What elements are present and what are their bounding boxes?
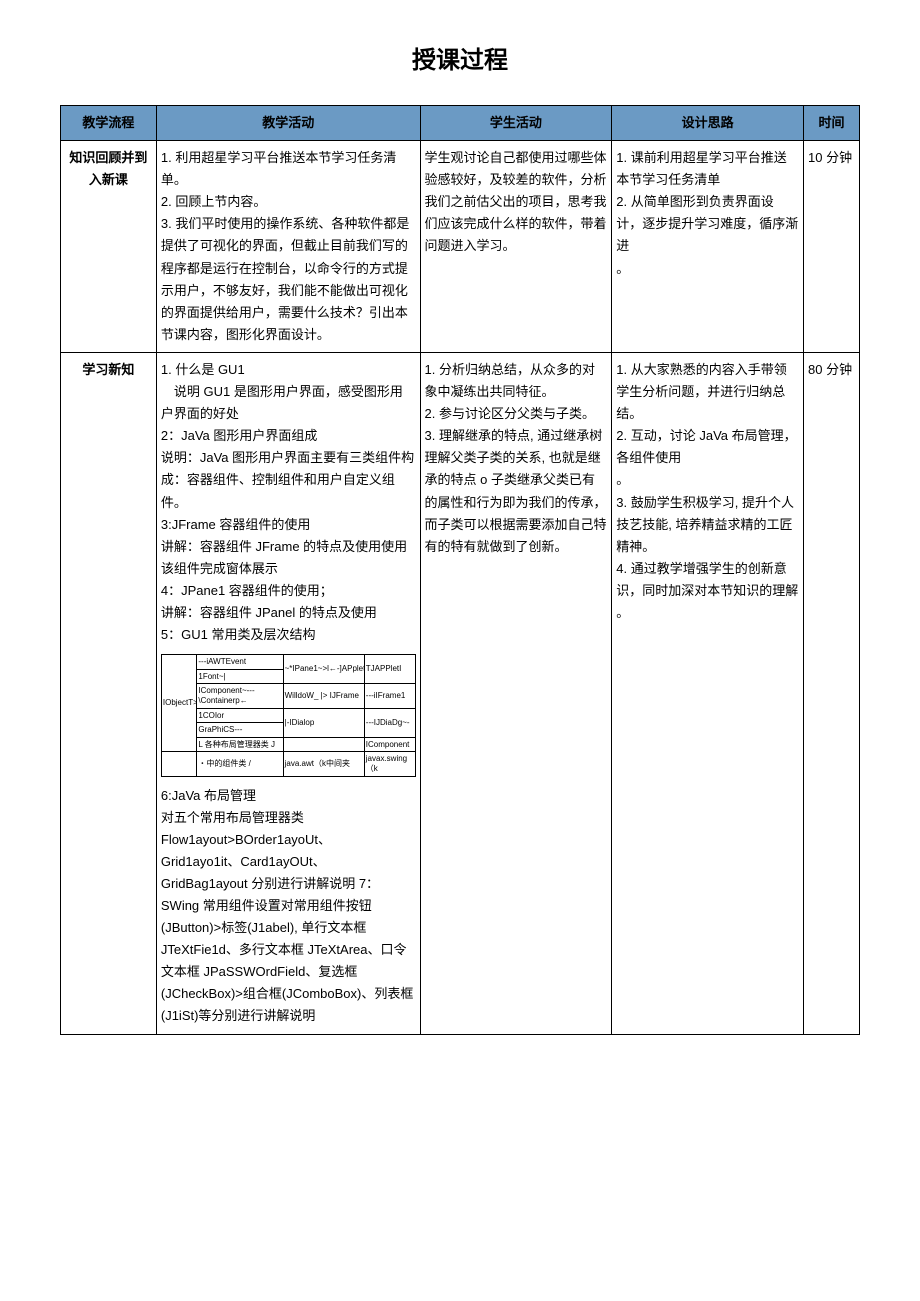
mini-c1: IObjectT>↔ bbox=[161, 655, 197, 752]
mini-cap-mid: java.awt（k中间夹 bbox=[283, 752, 364, 776]
mini-c2e: GraPhiCS--- bbox=[197, 723, 283, 738]
mini-empty bbox=[283, 737, 364, 752]
mini-c2f: L 各种布局管理器类 J bbox=[197, 737, 283, 752]
row2-flow: 学习新知 bbox=[61, 352, 157, 1034]
mini-cap-empty bbox=[161, 752, 197, 776]
header-teach: 教学活动 bbox=[156, 106, 420, 141]
row1-teach: 1. 利用超星学习平台推送本节学习任务清单。2. 回顾上节内容。3. 我们平时使… bbox=[156, 141, 420, 353]
mini-c4d: IComponent bbox=[364, 737, 415, 752]
lesson-table: 教学流程 教学活动 学生活动 设计思路 时间 知识回顾并到入新课 1. 利用超星… bbox=[60, 105, 860, 1035]
mini-c2a: ---iAWTEvent bbox=[197, 655, 283, 670]
mini-c2b: 1Font~| bbox=[197, 669, 283, 684]
mini-c2c: IComponent~---\Containerp← bbox=[197, 684, 283, 708]
row2-teach: 1. 什么是 GU1 说明 GU1 是图形用户界面，感受图形用户界面的好处2：J… bbox=[156, 352, 420, 1034]
mini-table: IObjectT>↔ ---iAWTEvent ~*IPane1~>l←-]AP… bbox=[161, 654, 416, 776]
row2-teach-p1: 1. 什么是 GU1 说明 GU1 是图形用户界面，感受图形用户界面的好处2：J… bbox=[161, 359, 416, 646]
row2-design: 1. 从大家熟悉的内容入手带领学生分析问题，并进行归纳总结。2. 互动，讨论 J… bbox=[612, 352, 804, 1034]
header-design: 设计思路 bbox=[612, 106, 804, 141]
row2-time: 80 分钟 bbox=[804, 352, 860, 1034]
header-student: 学生活动 bbox=[420, 106, 612, 141]
mini-c3a: ~*IPane1~>l←-]APplet\↔ bbox=[283, 655, 364, 684]
mini-c2d: 1COIor bbox=[197, 708, 283, 723]
gui-hierarchy-diagram: IObjectT>↔ ---iAWTEvent ~*IPane1~>l←-]AP… bbox=[161, 654, 416, 776]
row1-flow: 知识回顾并到入新课 bbox=[61, 141, 157, 353]
mini-c4a: TJAPPletI bbox=[364, 655, 415, 684]
header-time: 时间 bbox=[804, 106, 860, 141]
mini-c4b: ---iIFrame1 bbox=[364, 684, 415, 708]
mini-c3b: WilldoW_ |> IJFrame bbox=[283, 684, 364, 708]
mini-c4c: ---IJDiaDg~- bbox=[364, 708, 415, 737]
table-row: 知识回顾并到入新课 1. 利用超星学习平台推送本节学习任务清单。2. 回顾上节内… bbox=[61, 141, 860, 353]
table-row: 学习新知 1. 什么是 GU1 说明 GU1 是图形用户界面，感受图形用户界面的… bbox=[61, 352, 860, 1034]
mini-cap-right: javax.swing（k bbox=[364, 752, 415, 776]
row2-teach-p2: 6:JaVa 布局管理对五个常用布局管理器类Flow1ayout>BOrder1… bbox=[161, 785, 416, 1028]
row2-student: 1. 分析归纳总结，从众多的对象中凝练出共同特征。2. 参与讨论区分父类与子类。… bbox=[420, 352, 612, 1034]
mini-cap-left: ・中的组件类 / bbox=[197, 752, 283, 776]
row1-student: 学生观讨论自己都使用过哪些体验感较好，及较差的软件，分析我们之前估父出的项目，思… bbox=[420, 141, 612, 353]
mini-c3c: |-IDialop bbox=[283, 708, 364, 737]
page-title: 授课过程 bbox=[60, 40, 860, 75]
header-flow: 教学流程 bbox=[61, 106, 157, 141]
row1-design: 1. 课前利用超星学习平台推送本节学习任务清单2. 从简单图形到负责界面设计，逐… bbox=[612, 141, 804, 353]
table-header-row: 教学流程 教学活动 学生活动 设计思路 时间 bbox=[61, 106, 860, 141]
row1-time: 10 分钟 bbox=[804, 141, 860, 353]
